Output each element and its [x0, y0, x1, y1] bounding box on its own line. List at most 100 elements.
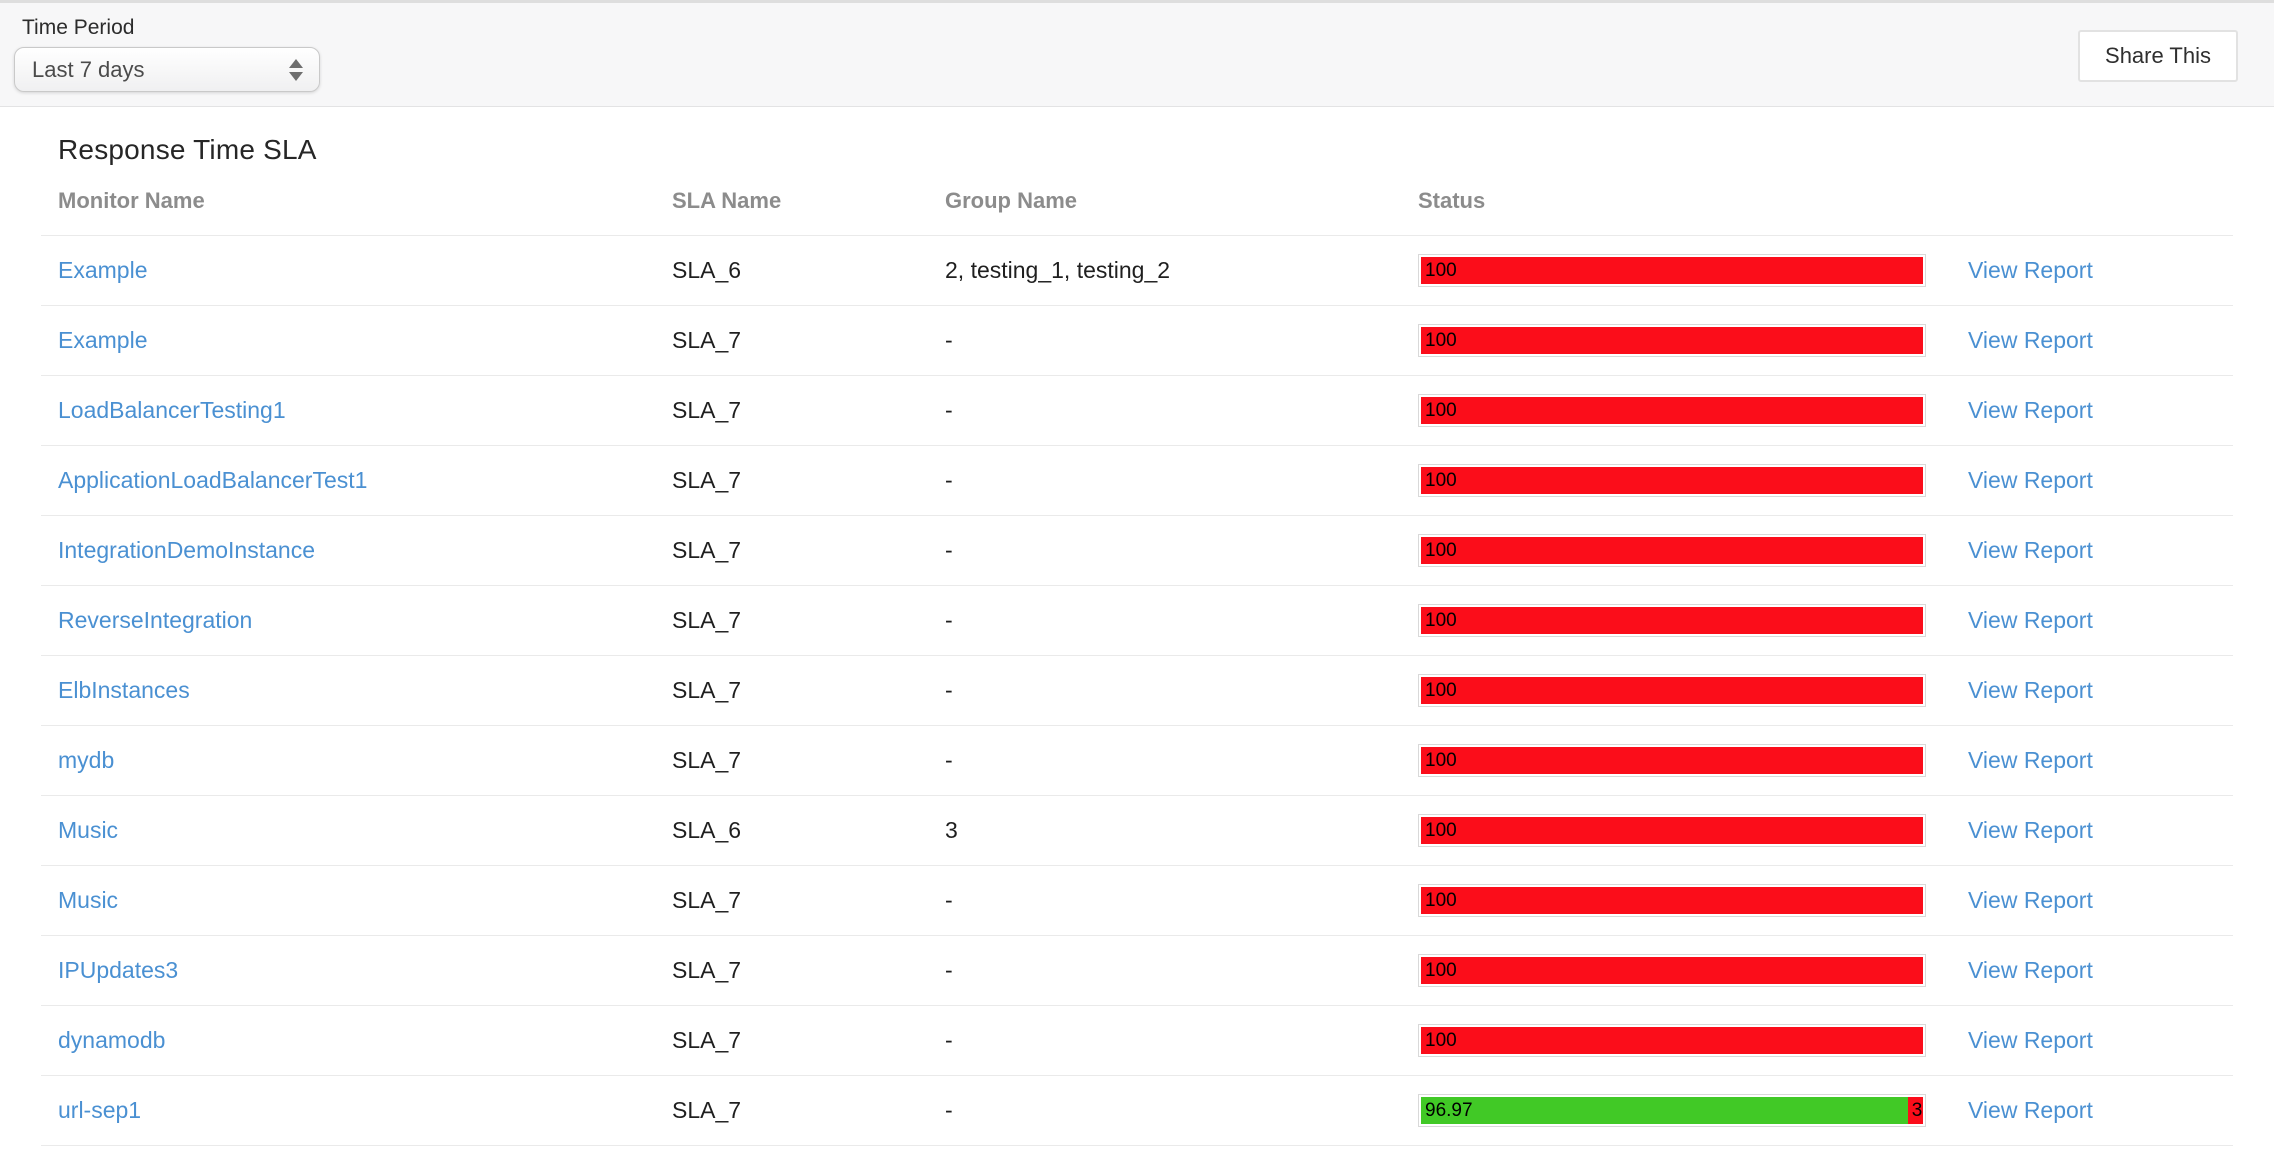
view-report-link[interactable]: View Report — [1968, 467, 2093, 493]
sla-name-cell: SLA_7 — [672, 677, 742, 703]
status-bar-value: 100 — [1425, 1030, 1457, 1051]
view-report-link[interactable]: View Report — [1968, 887, 2093, 913]
status-bar-value: 100 — [1425, 960, 1457, 981]
status-bar: 96.97 3 — [1418, 1094, 1926, 1127]
table-row: IntegrationDemoInstance SLA_7 - 100 View… — [41, 516, 2233, 586]
status-bar-value: 100 — [1425, 330, 1457, 351]
view-report-link[interactable]: View Report — [1968, 1027, 2093, 1053]
monitor-link[interactable]: Example — [58, 257, 148, 283]
group-name-cell: - — [945, 677, 953, 703]
table-header-row: Monitor Name SLA Name Group Name Status — [41, 166, 2233, 236]
view-report-link[interactable]: View Report — [1968, 817, 2093, 843]
status-bar-segment: 100 — [1421, 467, 1923, 494]
table-row: Example SLA_7 - 100 View Report — [41, 306, 2233, 376]
status-bar: 100 — [1418, 254, 1926, 287]
time-period-label: Time Period — [22, 16, 135, 39]
table-row: ReverseIntegration SLA_7 - 100 View Repo… — [41, 586, 2233, 656]
status-bar: 100 — [1418, 604, 1926, 637]
report-content: Response Time SLA Monitor Name SLA Name … — [0, 107, 2274, 1146]
group-name-cell: - — [945, 607, 953, 633]
status-bar-segment: 100 — [1421, 257, 1923, 284]
status-bar: 100 — [1418, 674, 1926, 707]
group-name-cell: - — [945, 957, 953, 983]
sla-name-cell: SLA_7 — [672, 747, 742, 773]
view-report-link[interactable]: View Report — [1968, 537, 2093, 563]
status-bar-value: 100 — [1425, 470, 1457, 491]
view-report-link[interactable]: View Report — [1968, 397, 2093, 423]
table-row: LoadBalancerTesting1 SLA_7 - 100 View Re… — [41, 376, 2233, 446]
status-bar-value: 96.97 — [1425, 1100, 1473, 1121]
sla-name-cell: SLA_7 — [672, 327, 742, 353]
sla-name-cell: SLA_7 — [672, 467, 742, 493]
page-title: Response Time SLA — [58, 134, 317, 165]
view-report-link[interactable]: View Report — [1968, 677, 2093, 703]
monitor-link[interactable]: Music — [58, 817, 119, 843]
view-report-link[interactable]: View Report — [1968, 747, 2093, 773]
status-bar-segment: 100 — [1421, 957, 1923, 984]
group-name-cell: - — [945, 1027, 953, 1053]
status-bar: 100 — [1418, 324, 1926, 357]
view-report-link[interactable]: View Report — [1968, 957, 2093, 983]
sla-name-cell: SLA_7 — [672, 537, 742, 563]
status-bar-value: 100 — [1425, 400, 1457, 421]
view-report-link[interactable]: View Report — [1968, 607, 2093, 633]
status-bar-value: 3 — [1911, 1100, 1923, 1121]
group-name-cell: - — [945, 467, 953, 493]
sla-name-cell: SLA_7 — [672, 887, 742, 913]
sla-name-cell: SLA_6 — [672, 257, 742, 283]
monitor-link[interactable]: ElbInstances — [58, 677, 190, 703]
column-header-sla-name: SLA Name — [672, 187, 782, 213]
monitor-link[interactable]: url-sep1 — [58, 1097, 142, 1123]
status-bar-value: 100 — [1425, 750, 1457, 771]
monitor-link[interactable]: IntegrationDemoInstance — [58, 537, 315, 563]
view-report-link[interactable]: View Report — [1968, 327, 2093, 353]
monitor-link[interactable]: Music — [58, 887, 119, 913]
share-this-button[interactable]: Share This — [2078, 30, 2238, 82]
group-name-cell: 3 — [945, 817, 958, 843]
column-header-group-name: Group Name — [945, 187, 1078, 213]
group-name-cell: - — [945, 1097, 953, 1123]
status-bar-value: 100 — [1425, 820, 1457, 841]
column-header-monitor-name: Monitor Name — [58, 187, 205, 213]
monitor-link[interactable]: ReverseIntegration — [58, 607, 253, 633]
status-bar-value: 100 — [1425, 610, 1457, 631]
group-name-cell: - — [945, 537, 953, 563]
status-bar-segment: 100 — [1421, 817, 1923, 844]
status-bar-value: 100 — [1425, 260, 1457, 281]
status-bar-segment: 100 — [1421, 1027, 1923, 1054]
status-bar: 100 — [1418, 814, 1926, 847]
table-row: mydb SLA_7 - 100 View Report — [41, 726, 2233, 796]
monitor-link[interactable]: mydb — [58, 747, 115, 773]
table-row: ApplicationLoadBalancerTest1 SLA_7 - 100… — [41, 446, 2233, 516]
status-bar-segment: 100 — [1421, 327, 1923, 354]
status-bar-segment: 100 — [1421, 607, 1923, 634]
table-row: url-sep1 SLA_7 - 96.97 3 View Report — [41, 1076, 2233, 1146]
sla-name-cell: SLA_7 — [672, 1097, 742, 1123]
sla-name-cell: SLA_7 — [672, 957, 742, 983]
view-report-link[interactable]: View Report — [1968, 257, 2093, 283]
column-header-status: Status — [1418, 187, 1486, 213]
monitor-link[interactable]: Example — [58, 327, 148, 353]
status-bar: 100 — [1418, 744, 1926, 777]
status-bar-segment: 96.97 — [1421, 1097, 1908, 1124]
status-bar: 100 — [1418, 394, 1926, 427]
monitor-link[interactable]: dynamodb — [58, 1027, 166, 1053]
top-toolbar: Time Period Last 7 days Share This — [0, 0, 2274, 107]
status-bar-segment: 100 — [1421, 887, 1923, 914]
status-bar: 100 — [1418, 534, 1926, 567]
monitor-link[interactable]: IPUpdates3 — [58, 957, 179, 983]
group-name-cell: 2, testing_1, testing_2 — [945, 257, 1171, 283]
status-bar: 100 — [1418, 1024, 1926, 1057]
status-bar: 100 — [1418, 464, 1926, 497]
time-period-select[interactable]: Last 7 days — [14, 47, 320, 92]
monitor-link[interactable]: ApplicationLoadBalancerTest1 — [58, 467, 368, 493]
group-name-cell: - — [945, 327, 953, 353]
view-report-link[interactable]: View Report — [1968, 1097, 2093, 1123]
table-row: dynamodb SLA_7 - 100 View Report — [41, 1006, 2233, 1076]
status-bar-segment: 100 — [1421, 397, 1923, 424]
status-bar: 100 — [1418, 954, 1926, 987]
table-row: Music SLA_6 3 100 View Report — [41, 796, 2233, 866]
status-bar-value: 100 — [1425, 680, 1457, 701]
sla-name-cell: SLA_7 — [672, 1027, 742, 1053]
monitor-link[interactable]: LoadBalancerTesting1 — [58, 397, 286, 423]
